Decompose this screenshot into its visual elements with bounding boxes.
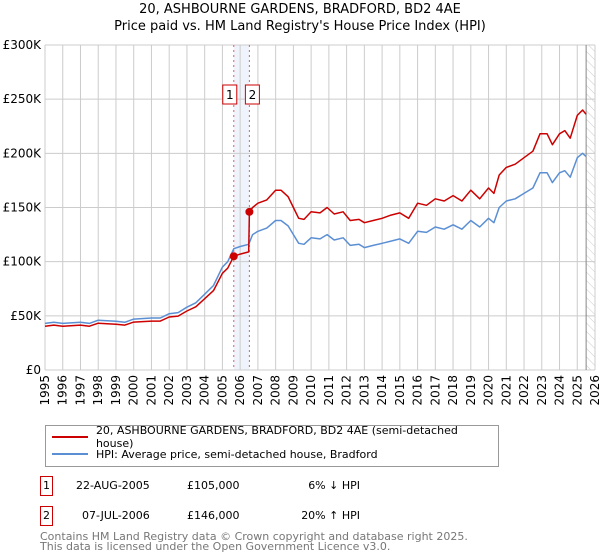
sale-row: 2 07-JUL-2006 £146,000 20% ↑ HPI bbox=[40, 506, 600, 526]
y-tick-label: £250K bbox=[3, 92, 43, 106]
sale-badge: 1 bbox=[40, 476, 53, 496]
sale-date: 22-AUG-2005 bbox=[76, 479, 150, 492]
x-tick-label: 1999 bbox=[109, 375, 123, 406]
sale-point bbox=[245, 207, 254, 216]
y-tick-label: £300K bbox=[3, 38, 43, 52]
x-tick-label: 2024 bbox=[553, 375, 567, 406]
x-tick-label: 2023 bbox=[535, 375, 549, 406]
x-tick-label: 2013 bbox=[357, 375, 371, 406]
hpi-line bbox=[44, 152, 587, 325]
x-tick-label: 2022 bbox=[517, 375, 531, 406]
sale-badge-box bbox=[244, 84, 260, 105]
footer-copyright: Contains HM Land Registry data © Crown c… bbox=[40, 530, 468, 543]
x-tick-label: 2011 bbox=[322, 375, 336, 406]
x-tick-label: 2003 bbox=[180, 375, 194, 406]
footer: Contains HM Land Registry data © Crown c… bbox=[40, 530, 468, 553]
x-tick-label: 2017 bbox=[428, 375, 442, 406]
legend-label: HPI: Average price, semi-detached house,… bbox=[96, 447, 378, 461]
legend-label: 20, ASHBOURNE GARDENS, BRADFORD, BD2 4AE… bbox=[95, 424, 458, 450]
y-tick-label: £200K bbox=[3, 146, 43, 160]
sale-hpi-diff: 20% ↑ HPI bbox=[301, 509, 360, 522]
x-tick-label: 2026 bbox=[588, 375, 600, 406]
x-tick-label: 2012 bbox=[340, 375, 354, 406]
legend-item-hpi: HPI: Average price, semi-detached house,… bbox=[52, 446, 378, 462]
sale-price: £146,000 bbox=[187, 509, 240, 522]
x-tick-label: 2021 bbox=[499, 375, 513, 406]
x-tick-label: 2015 bbox=[393, 375, 407, 406]
x-tick-label: 1995 bbox=[38, 375, 52, 406]
x-tick-label: 2020 bbox=[482, 375, 496, 406]
x-tick-label: 2005 bbox=[215, 375, 229, 406]
x-tick-label: 2014 bbox=[375, 375, 389, 406]
y-tick-label: £100K bbox=[3, 255, 43, 269]
chart-subtitle: Price paid vs. HM Land Registry's House … bbox=[114, 19, 486, 34]
x-tick-label: 2025 bbox=[570, 375, 584, 406]
x-tick-label: 2018 bbox=[446, 375, 460, 406]
price-chart: 1995 1996 1997 1998 1999 2000 2001 2002 2003 2004… bbox=[3, 38, 600, 406]
x-tick-label: 2004 bbox=[198, 375, 212, 406]
sale-point bbox=[229, 252, 238, 261]
blue-line-swatch bbox=[52, 453, 88, 455]
x-tick-label: 2006 bbox=[233, 375, 247, 406]
x-tick-label: 1998 bbox=[91, 375, 105, 406]
x-tick-label: 2008 bbox=[269, 375, 283, 406]
legend-item-property: 20, ASHBOURNE GARDENS, BRADFORD, BD2 4AE… bbox=[52, 424, 498, 450]
x-tick-label: 2000 bbox=[127, 375, 141, 406]
sale-badge-label: 2 bbox=[249, 88, 257, 102]
sale-price: £105,000 bbox=[187, 479, 240, 492]
footer-licence: This data is licensed under the Open Gov… bbox=[40, 540, 391, 553]
y-tick-label: £150K bbox=[3, 201, 43, 215]
y-tick-label: £50K bbox=[10, 309, 42, 323]
x-tick-label: 2009 bbox=[286, 375, 300, 406]
property-price-line bbox=[44, 109, 587, 327]
sale-hpi-diff: 6% ↓ HPI bbox=[308, 479, 360, 492]
x-tick-label: 1997 bbox=[73, 375, 87, 406]
red-line-swatch bbox=[52, 436, 88, 438]
x-tick-label: 2001 bbox=[144, 375, 158, 406]
x-tick-label: 2002 bbox=[162, 375, 176, 406]
chart-title: 20, ASHBOURNE GARDENS, BRADFORD, BD2 4AE bbox=[139, 2, 461, 17]
sale-row: 1 22-AUG-2005 £105,000 6% ↓ HPI bbox=[40, 476, 600, 496]
y-tick-label: £0 bbox=[26, 363, 41, 377]
sale-date: 07-JUL-2006 bbox=[82, 509, 150, 522]
sale-badge: 2 bbox=[40, 506, 53, 526]
x-tick-label: 2019 bbox=[464, 375, 478, 406]
sale-badge-label: 1 bbox=[226, 88, 234, 102]
x-tick-label: 1996 bbox=[56, 375, 70, 406]
sale-badge-box bbox=[222, 84, 238, 105]
legend: 20, ASHBOURNE GARDENS, BRADFORD, BD2 4AE… bbox=[45, 424, 499, 467]
x-tick-label: 2016 bbox=[411, 375, 425, 406]
x-tick-label: 2010 bbox=[304, 375, 318, 406]
x-tick-label: 2007 bbox=[251, 375, 265, 406]
